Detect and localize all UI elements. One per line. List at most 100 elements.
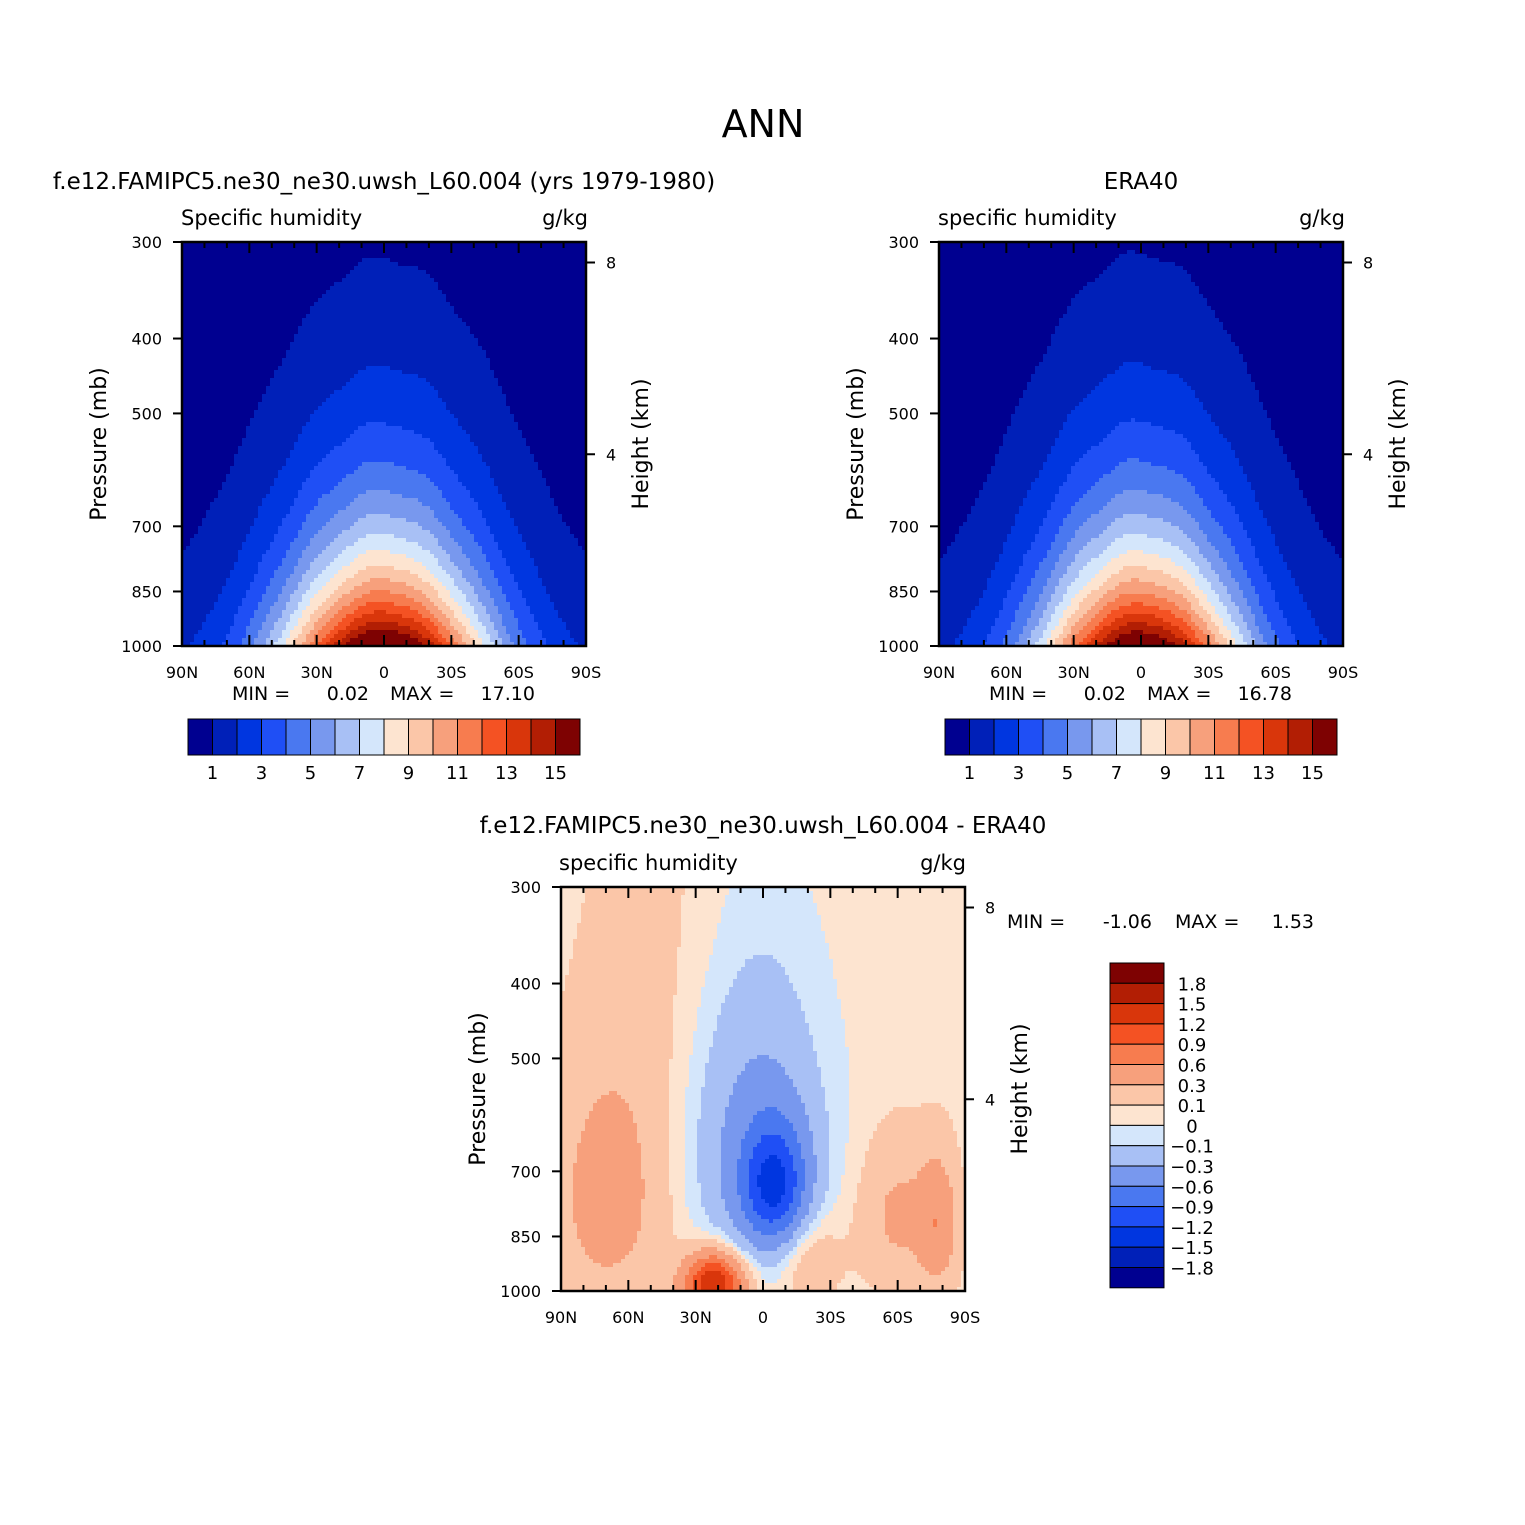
panel-diff-ylabel: Pressure (mb) <box>466 1012 491 1166</box>
colorbar-swatch <box>1166 719 1191 755</box>
y-tick-label: 400 <box>131 330 162 349</box>
colorbar-label: 1.2 <box>1178 1015 1207 1036</box>
colorbar-swatch <box>1110 1044 1164 1064</box>
colorbar-swatch <box>1068 719 1093 755</box>
colorbar-swatch <box>1215 719 1240 755</box>
panel-diff-min-label: MIN = <box>1007 911 1065 933</box>
x-tick-label: 60N <box>612 1308 644 1327</box>
colorbar-label: 1 <box>207 763 218 784</box>
y-tick-label: 300 <box>510 878 541 897</box>
colorbar-swatch <box>188 719 213 755</box>
y-right-tick-label: 8 <box>1363 254 1373 273</box>
x-tick-label: 0 <box>1136 663 1146 682</box>
y-tick-label: 500 <box>510 1049 541 1068</box>
colorbar-label: 3 <box>1013 763 1024 784</box>
colorbar-swatch <box>970 719 995 755</box>
panel-diff-colorbar: 1.81.51.20.90.60.30.10−0.1−0.3−0.6−0.9−1… <box>1110 963 1214 1288</box>
y-tick-label: 1000 <box>500 1282 541 1301</box>
colorbar-label: 9 <box>1160 763 1171 784</box>
colorbar-swatch <box>1110 963 1164 983</box>
colorbar-swatch <box>384 719 409 755</box>
colorbar-swatch <box>1110 1268 1164 1288</box>
x-tick-label: 90S <box>571 663 602 682</box>
colorbar-swatch <box>1110 983 1164 1003</box>
x-tick-label: 60S <box>882 1308 913 1327</box>
x-tick-label: 30N <box>301 663 333 682</box>
colorbar-swatch <box>1110 1085 1164 1105</box>
colorbar-swatch <box>507 719 532 755</box>
colorbar-swatch <box>1110 1146 1164 1166</box>
colorbar-label: −0.9 <box>1170 1198 1214 1219</box>
colorbar-swatch <box>237 719 262 755</box>
colorbar-label: 0.6 <box>1178 1056 1207 1077</box>
y-tick-label: 700 <box>510 1162 541 1181</box>
panel-model-colorbar: 1 3 5 7 9 11 13 15 <box>188 719 580 784</box>
colorbar-label: 13 <box>1252 763 1275 784</box>
x-tick-label: 30N <box>680 1308 712 1327</box>
x-tick-label: 60S <box>503 663 534 682</box>
panel-obs-colorbar: 1 3 5 7 9 11 13 15 <box>945 719 1337 784</box>
y-tick-label: 1000 <box>121 637 162 656</box>
colorbar-swatch <box>409 719 434 755</box>
panel-model-ylabel: Pressure (mb) <box>87 367 112 521</box>
colorbar-swatch <box>1117 719 1142 755</box>
colorbar-swatch <box>262 719 287 755</box>
colorbar-swatch <box>1313 719 1338 755</box>
colorbar-label: 13 <box>495 763 518 784</box>
colorbar-label: −1.8 <box>1170 1259 1214 1280</box>
colorbar-swatch <box>1110 1227 1164 1247</box>
colorbar-swatch <box>433 719 458 755</box>
colorbar-label: 5 <box>305 763 316 784</box>
y-tick-label: 300 <box>131 233 162 252</box>
y-tick-label: 1000 <box>878 637 919 656</box>
colorbar-label: −1.5 <box>1170 1238 1214 1259</box>
colorbar-swatch <box>1043 719 1068 755</box>
colorbar-label: −0.6 <box>1170 1177 1214 1198</box>
colorbar-label: 1.8 <box>1178 974 1207 995</box>
colorbar-label: 0.9 <box>1178 1035 1207 1056</box>
colorbar-swatch <box>1110 1247 1164 1267</box>
x-tick-label: 90S <box>950 1308 981 1327</box>
colorbar-swatch <box>945 719 970 755</box>
x-tick-label: 30S <box>815 1308 846 1327</box>
y-tick-label: 850 <box>888 582 919 601</box>
panel-model-ylabel-right: Height (km) <box>629 378 654 509</box>
colorbar-swatch <box>360 719 385 755</box>
y-right-tick-label: 4 <box>606 445 616 464</box>
colorbar-swatch <box>482 719 507 755</box>
y-right-tick-label: 8 <box>606 254 616 273</box>
panel-model-max-value: 17.10 <box>481 683 535 705</box>
colorbar-swatch <box>335 719 360 755</box>
colorbar-swatch <box>458 719 483 755</box>
panel-model-min-label: MIN = <box>232 683 290 705</box>
colorbar-label: 1 <box>964 763 975 784</box>
x-tick-label: 90N <box>166 663 198 682</box>
colorbar-swatch <box>1264 719 1289 755</box>
panel-model-min-value: 0.02 <box>327 683 369 705</box>
y-right-tick-label: 8 <box>985 899 995 918</box>
panel-diff-max-label: MAX = <box>1175 911 1239 933</box>
colorbar-label: −0.1 <box>1170 1137 1214 1158</box>
colorbar-label: 0 <box>1186 1116 1197 1137</box>
colorbar-swatch <box>213 719 238 755</box>
colorbar-label: −0.3 <box>1170 1157 1214 1178</box>
x-tick-label: 60S <box>1260 663 1291 682</box>
x-tick-label: 60N <box>233 663 265 682</box>
colorbar-swatch <box>1019 719 1044 755</box>
panel-obs: ERA40 specific humidity g/kg 90N 60N 30N 0 3… <box>844 169 1411 784</box>
colorbar-swatch <box>1141 719 1166 755</box>
colorbar-label: 11 <box>446 763 469 784</box>
y-tick-label: 700 <box>131 517 162 536</box>
colorbar-swatch <box>1110 1166 1164 1186</box>
y-right-tick-label: 4 <box>1363 445 1373 464</box>
y-tick-label: 500 <box>131 404 162 423</box>
x-tick-label: 30N <box>1058 663 1090 682</box>
colorbar-swatch <box>1092 719 1117 755</box>
panel-obs-min-label: MIN = <box>989 683 1047 705</box>
panel-obs-ylabel: Pressure (mb) <box>844 367 869 521</box>
panel-obs-ylabel-right: Height (km) <box>1386 378 1411 509</box>
page-title: ANN <box>722 102 805 146</box>
